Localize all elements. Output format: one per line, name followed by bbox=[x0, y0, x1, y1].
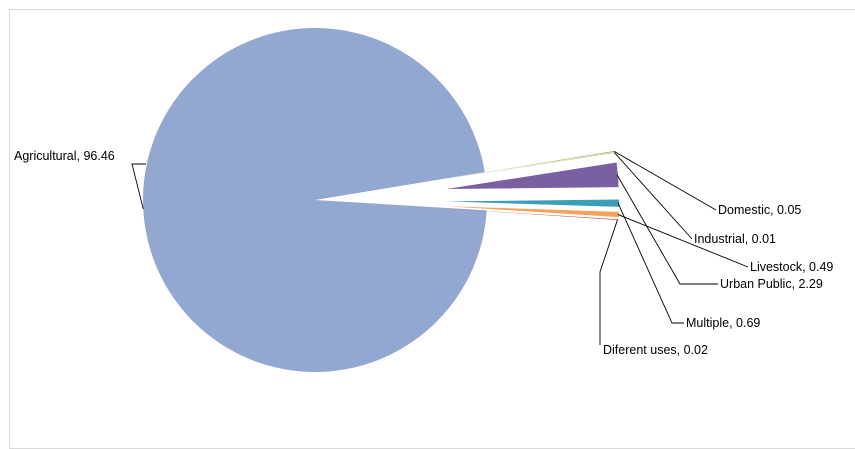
data-label-multiple: Multiple, 0.69 bbox=[686, 316, 760, 330]
leader-line-multiple bbox=[617, 203, 684, 324]
pie-slice-multiple bbox=[446, 199, 619, 207]
pie-slice-agricultural bbox=[142, 27, 487, 372]
data-label-domestic: Domestic, 0.05 bbox=[718, 203, 801, 217]
pie-chart: Agricultural, 96.46 Domestic, 0.05 Industr… bbox=[14, 27, 833, 372]
data-label-diferent-uses: Diferent uses, 0.02 bbox=[603, 343, 708, 357]
leader-line-diferent-uses bbox=[599, 219, 618, 345]
pie-slice-urban-public bbox=[446, 162, 619, 190]
pie-slice-livestock bbox=[446, 206, 619, 218]
pie-slice-domestic bbox=[445, 150, 616, 179]
leader-line-livestock bbox=[617, 214, 749, 268]
data-label-agricultural: Agricultural, 96.46 bbox=[14, 149, 115, 163]
leader-line-urban-public bbox=[616, 174, 718, 285]
leader-line-industrial bbox=[614, 152, 693, 240]
leader-line-domestic bbox=[613, 151, 717, 211]
data-label-livestock: Livestock, 0.49 bbox=[750, 260, 833, 274]
data-label-industrial: Industrial, 0.01 bbox=[694, 232, 776, 246]
pie-slice-diferent-uses bbox=[446, 208, 619, 221]
leader-line-agricultural bbox=[131, 163, 146, 209]
pie-slice-industrial bbox=[445, 152, 616, 180]
data-label-urban-public: Urban Public, 2.29 bbox=[720, 277, 823, 291]
